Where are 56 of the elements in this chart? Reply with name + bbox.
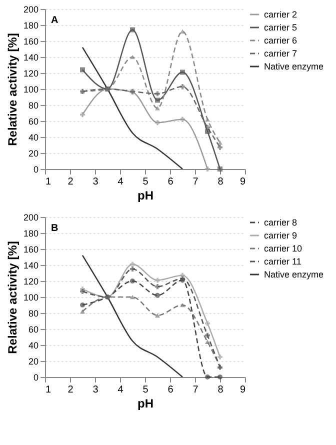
y-tick-label: 60 bbox=[28, 324, 38, 334]
legend-label: carrier 9 bbox=[264, 230, 298, 240]
x-axis-title: pH bbox=[138, 188, 154, 202]
x-tick-label: 2 bbox=[68, 384, 74, 396]
legend-label: carrier 5 bbox=[264, 22, 298, 32]
x-tick-label: 6 bbox=[168, 176, 174, 188]
y-tick-label: 80 bbox=[28, 100, 38, 110]
legend-label: carrier 2 bbox=[264, 10, 298, 20]
x-tick-label: 7 bbox=[192, 176, 199, 188]
x-tick-label: 8 bbox=[218, 176, 224, 188]
y-axis-title: Relative activity [%] bbox=[5, 33, 20, 146]
legend-label: Native enzyme bbox=[264, 270, 324, 280]
y-tick-label: 80 bbox=[28, 308, 38, 318]
x-tick-label: 5 bbox=[142, 384, 149, 396]
y-tick-label: 0 bbox=[33, 372, 38, 382]
annotation: B bbox=[51, 223, 58, 234]
x-tick-label: 1 bbox=[46, 176, 52, 188]
y-tick-label: 20 bbox=[28, 356, 38, 366]
x-tick-label: 2 bbox=[68, 176, 74, 188]
y-tick-label: 200 bbox=[23, 4, 38, 14]
y-tick-label: 160 bbox=[23, 244, 38, 254]
legend-label: Native enzyme bbox=[264, 62, 324, 72]
annotation: A bbox=[51, 15, 58, 26]
x-tick-label: 4 bbox=[118, 176, 124, 188]
y-tick-label: 100 bbox=[23, 292, 38, 302]
y-tick-label: 120 bbox=[23, 276, 38, 286]
x-tick-label: 9 bbox=[240, 384, 246, 396]
y-tick-label: 140 bbox=[23, 260, 38, 270]
x-tick-label: 1 bbox=[46, 384, 52, 396]
y-tick-label: 140 bbox=[23, 52, 38, 62]
x-tick-label: 9 bbox=[240, 176, 246, 188]
x-tick-label: 7 bbox=[192, 384, 199, 396]
x-tick-label: 5 bbox=[142, 176, 149, 188]
y-tick-label: 160 bbox=[23, 36, 38, 46]
y-tick-label: 40 bbox=[28, 132, 38, 142]
y-tick-label: 180 bbox=[23, 20, 38, 30]
legend-label: carrier 10 bbox=[264, 244, 302, 254]
y-tick-label: 60 bbox=[28, 116, 38, 126]
x-tick-label: 6 bbox=[168, 384, 174, 396]
x-tick-label: 3 bbox=[92, 384, 99, 396]
legend-label: carrier 11 bbox=[264, 256, 302, 266]
y-axis-title: Relative activity [%] bbox=[5, 241, 20, 354]
y-tick-label: 200 bbox=[23, 212, 38, 222]
legend-label: carrier 6 bbox=[264, 36, 298, 46]
x-tick-label: 3 bbox=[92, 176, 99, 188]
y-tick-label: 40 bbox=[28, 340, 38, 350]
x-tick-label: 4 bbox=[118, 384, 124, 396]
x-axis-title: pH bbox=[138, 396, 154, 410]
y-tick-label: 180 bbox=[23, 228, 38, 238]
legend-label: carrier 7 bbox=[264, 48, 298, 58]
y-tick-label: 0 bbox=[33, 164, 38, 174]
y-tick-label: 120 bbox=[23, 68, 38, 78]
y-tick-label: 100 bbox=[23, 84, 38, 94]
y-tick-label: 20 bbox=[28, 148, 38, 158]
x-tick-label: 8 bbox=[218, 384, 224, 396]
legend-label: carrier 8 bbox=[264, 218, 298, 228]
